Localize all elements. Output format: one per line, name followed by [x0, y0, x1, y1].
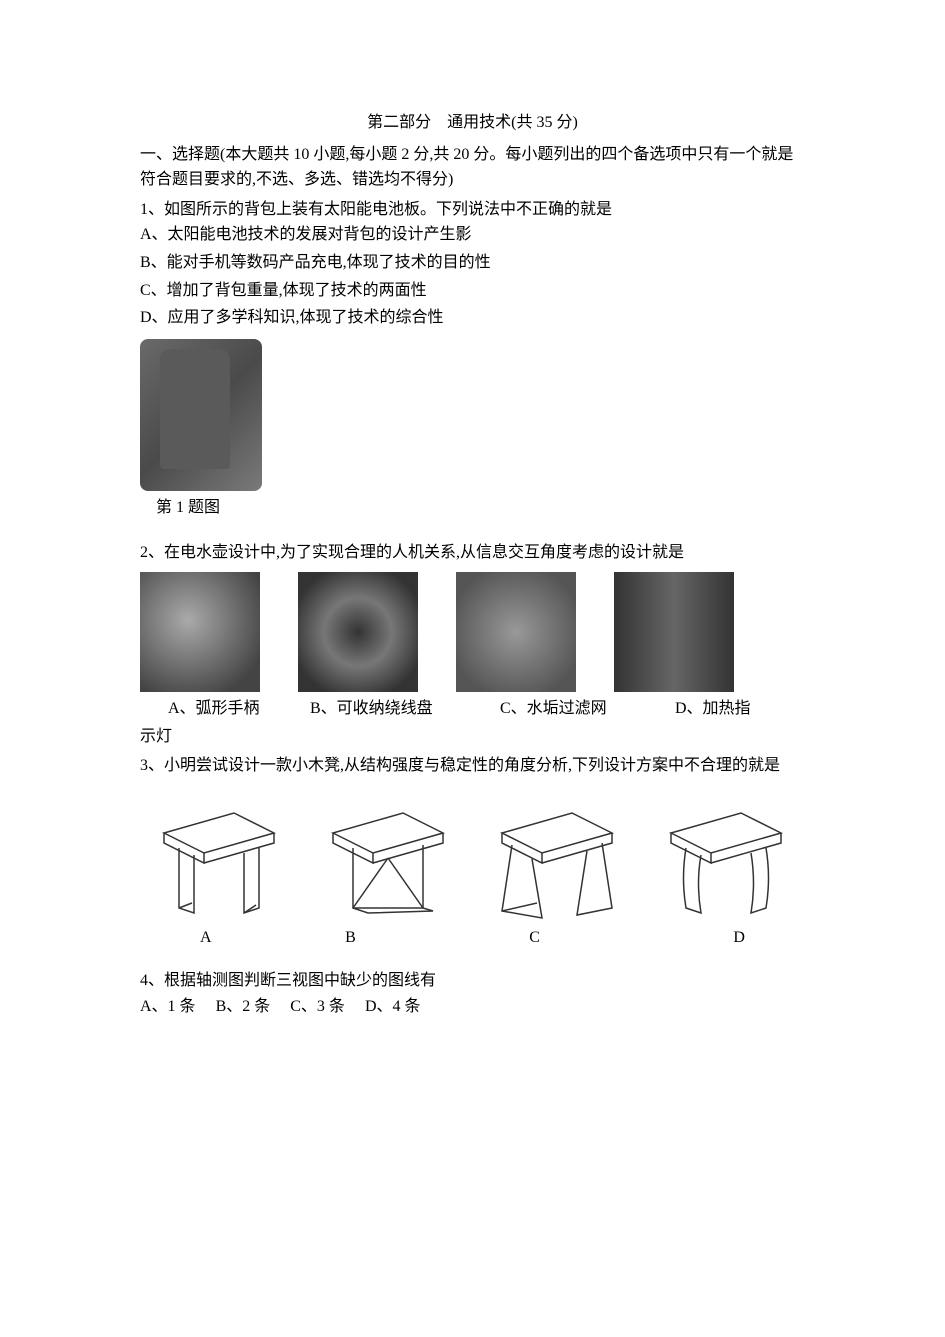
q4-option-a: A、1 条: [140, 994, 196, 1020]
q3-stool-b: [313, 793, 463, 923]
q3-label-row: A B C D: [140, 925, 805, 951]
q2-image-row: [140, 572, 805, 692]
q4-option-d: D、4 条: [365, 994, 421, 1020]
q3-stem: 3、小明尝试设计一款小木凳,从结构强度与稳定性的角度分析,下列设计方案中不合理的…: [140, 753, 805, 779]
q2-option-d-prefix: D、加热指: [675, 696, 751, 722]
q1-option-a: A、太阳能电池技术的发展对背包的设计产生影: [140, 222, 805, 248]
q1-option-c: C、增加了背包重量,体现了技术的两面性: [140, 278, 805, 304]
q2-image-d-indicator: [614, 572, 734, 692]
q2-option-b: B、可收纳绕线盘: [310, 696, 500, 722]
q4-option-c: C、3 条: [290, 994, 345, 1020]
q2-label-row: A、弧形手柄 B、可收纳绕线盘 C、水垢过滤网 D、加热指: [140, 696, 805, 722]
q4-stem: 4、根据轴测图判断三视图中缺少的图线有: [140, 968, 805, 994]
q1-option-b: B、能对手机等数码产品充电,体现了技术的目的性: [140, 250, 805, 276]
question-2: 2、在电水壶设计中,为了实现合理的人机关系,从信息交互角度考虑的设计就是 A、弧…: [140, 540, 805, 749]
q3-label-b: B: [295, 925, 356, 951]
q2-option-d-suffix: 示灯: [140, 724, 805, 750]
q1-caption: 第 1 题图: [140, 495, 805, 521]
part-title: 第二部分 通用技术(共 35 分): [140, 110, 805, 136]
question-1: 1、如图所示的背包上装有太阳能电池板。下列说法中不正确的就是 A、太阳能电池技术…: [140, 197, 805, 521]
q3-stool-d: [651, 793, 801, 923]
q3-stool-a: [144, 793, 294, 923]
question-4: 4、根据轴测图判断三视图中缺少的图线有 A、1 条 B、2 条 C、3 条 D、…: [140, 968, 805, 1019]
q3-label-c: C: [439, 925, 540, 951]
q1-option-d: D、应用了多学科知识,体现了技术的综合性: [140, 305, 805, 331]
q3-stool-c: [482, 793, 632, 923]
question-3: 3、小明尝试设计一款小木凳,从结构强度与稳定性的角度分析,下列设计方案中不合理的…: [140, 753, 805, 950]
q1-backpack-image: [140, 339, 262, 491]
q1-stem: 1、如图所示的背包上装有太阳能电池板。下列说法中不正确的就是: [140, 197, 805, 223]
q2-option-a: A、弧形手柄: [140, 696, 310, 722]
q4-options-row: A、1 条 B、2 条 C、3 条 D、4 条: [140, 994, 805, 1020]
q2-stem: 2、在电水壶设计中,为了实现合理的人机关系,从信息交互角度考虑的设计就是: [140, 540, 805, 566]
q2-image-b-cord-reel: [298, 572, 418, 692]
q3-label-a: A: [200, 925, 212, 951]
q2-image-a-handle: [140, 572, 260, 692]
q3-image-row: [140, 793, 805, 923]
section-1-heading: 一、选择题(本大题共 10 小题,每小题 2 分,共 20 分。每小题列出的四个…: [140, 142, 805, 193]
q3-label-d: D: [623, 925, 745, 951]
q4-option-b: B、2 条: [216, 994, 271, 1020]
q2-image-c-filter: [456, 572, 576, 692]
q2-option-c: C、水垢过滤网: [500, 696, 675, 722]
